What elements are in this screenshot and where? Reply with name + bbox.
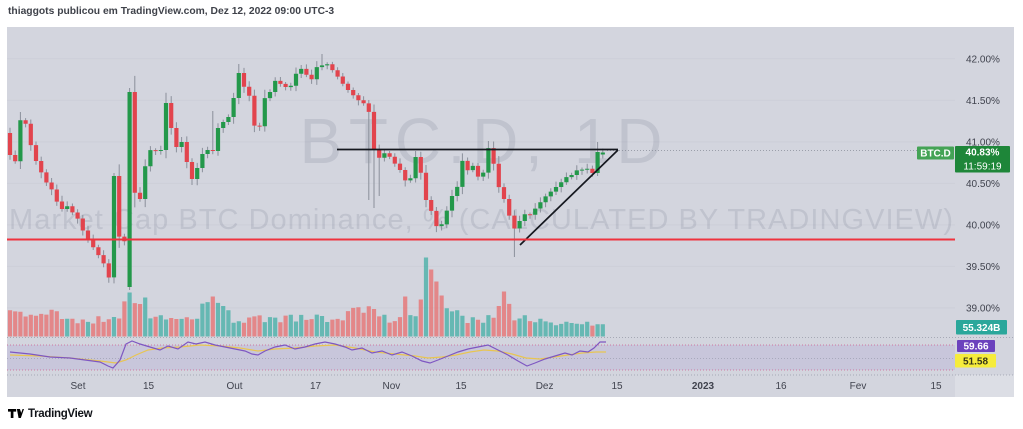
svg-text:17: 17 xyxy=(310,381,322,392)
svg-text:2023: 2023 xyxy=(692,381,715,392)
svg-text:Market Cap BTC Dominance, % (C: Market Cap BTC Dominance, % (CALCULATED … xyxy=(9,204,953,236)
svg-text:39.00%: 39.00% xyxy=(966,303,1000,314)
svg-text:39.50%: 39.50% xyxy=(966,262,1000,273)
svg-text:55.324B: 55.324B xyxy=(963,323,1001,334)
svg-text:40.00%: 40.00% xyxy=(966,220,1000,231)
svg-text:Out: Out xyxy=(226,381,242,392)
svg-text:41.00%: 41.00% xyxy=(966,137,1000,148)
svg-text:51.58: 51.58 xyxy=(963,356,988,367)
svg-text:Fev: Fev xyxy=(850,381,867,392)
svg-text:40.83%: 40.83% xyxy=(966,148,1000,159)
svg-text:42.00%: 42.00% xyxy=(966,54,1000,65)
svg-text:11:59:19: 11:59:19 xyxy=(963,161,1002,172)
svg-text:15: 15 xyxy=(930,381,942,392)
svg-text:15: 15 xyxy=(143,381,155,392)
svg-text:Dez: Dez xyxy=(536,381,554,392)
svg-text:Set: Set xyxy=(70,381,85,392)
svg-text:BTC.D, 1D: BTC.D, 1D xyxy=(300,105,663,177)
svg-text:59.66: 59.66 xyxy=(963,342,988,353)
svg-text:40.50%: 40.50% xyxy=(966,179,1000,190)
svg-text:41.50%: 41.50% xyxy=(966,96,1000,107)
svg-text:15: 15 xyxy=(455,381,467,392)
svg-text:BTC.D: BTC.D xyxy=(920,149,951,160)
svg-text:15: 15 xyxy=(611,381,623,392)
svg-text:Nov: Nov xyxy=(383,381,401,392)
svg-text:16: 16 xyxy=(775,381,787,392)
